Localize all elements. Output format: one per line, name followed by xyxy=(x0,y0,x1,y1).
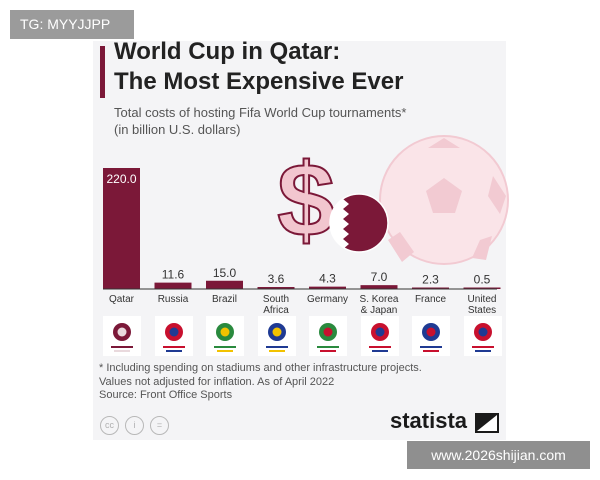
bar-7 xyxy=(463,287,501,289)
dollar-sign-icon: $ xyxy=(276,142,336,260)
x-tick-label: Brazil xyxy=(212,294,237,305)
bar-value-label: 15.0 xyxy=(213,266,237,280)
x-tick-label: Germany xyxy=(307,294,348,305)
bar-2 xyxy=(206,280,243,289)
bar-value-label: 7.0 xyxy=(371,270,388,284)
watermark: www.2026shijian.com xyxy=(407,441,590,469)
bar-1 xyxy=(154,282,192,289)
footnote: * Including spending on stadiums and oth… xyxy=(99,362,422,388)
bar-6 xyxy=(412,287,449,289)
bar-value-label: 11.6 xyxy=(162,268,185,282)
svg-text:$: $ xyxy=(277,143,335,259)
no-derivatives-icon: = xyxy=(150,416,169,435)
world-cup-emblem-icon xyxy=(360,316,399,356)
cc-icon: cc xyxy=(100,416,119,435)
bar-4 xyxy=(309,286,346,289)
x-tick-label: France xyxy=(415,294,447,305)
bar-value-label: 3.6 xyxy=(268,272,285,286)
world-cup-emblem-icon xyxy=(412,316,450,356)
x-tick-label: South Africa xyxy=(263,294,289,316)
world-cup-emblem-icon xyxy=(154,316,193,356)
source-note: Source: Front Office Sports xyxy=(99,389,233,401)
corner-tag: TG: MYYJJPP xyxy=(10,10,134,39)
world-cup-emblem-icon xyxy=(463,316,502,356)
chart-subtitle: Total costs of hosting Fifa World Cup to… xyxy=(114,105,407,137)
bar-0 xyxy=(103,168,140,289)
world-cup-emblem-icon xyxy=(309,316,347,356)
world-cup-emblem-icon xyxy=(103,316,141,356)
statista-logo: statista xyxy=(390,408,468,433)
x-tick-label: S. Korea & Japan xyxy=(360,294,399,316)
statista-mark-icon xyxy=(475,413,499,433)
bar-value-label: 4.3 xyxy=(319,272,336,286)
bar-value-label: 0.5 xyxy=(474,273,491,287)
world-cup-emblem-icon xyxy=(257,316,296,356)
qatar-flag-icon xyxy=(329,193,389,253)
bar-3 xyxy=(257,287,295,289)
bar-5 xyxy=(360,285,398,289)
x-tick-label: Qatar xyxy=(109,294,135,305)
attribution-icon: i xyxy=(125,416,144,435)
football-icon xyxy=(379,135,509,265)
title-accent-bar xyxy=(100,46,105,98)
world-cup-emblem-icon xyxy=(206,316,244,356)
x-tick-label: Russia xyxy=(158,294,189,305)
bar-value-label: 220.0 xyxy=(106,172,136,186)
chart-title: World Cup in Qatar: The Most Expensive E… xyxy=(114,38,404,95)
x-tick-label: United States xyxy=(468,294,497,316)
bar-value-label: 2.3 xyxy=(422,273,439,287)
